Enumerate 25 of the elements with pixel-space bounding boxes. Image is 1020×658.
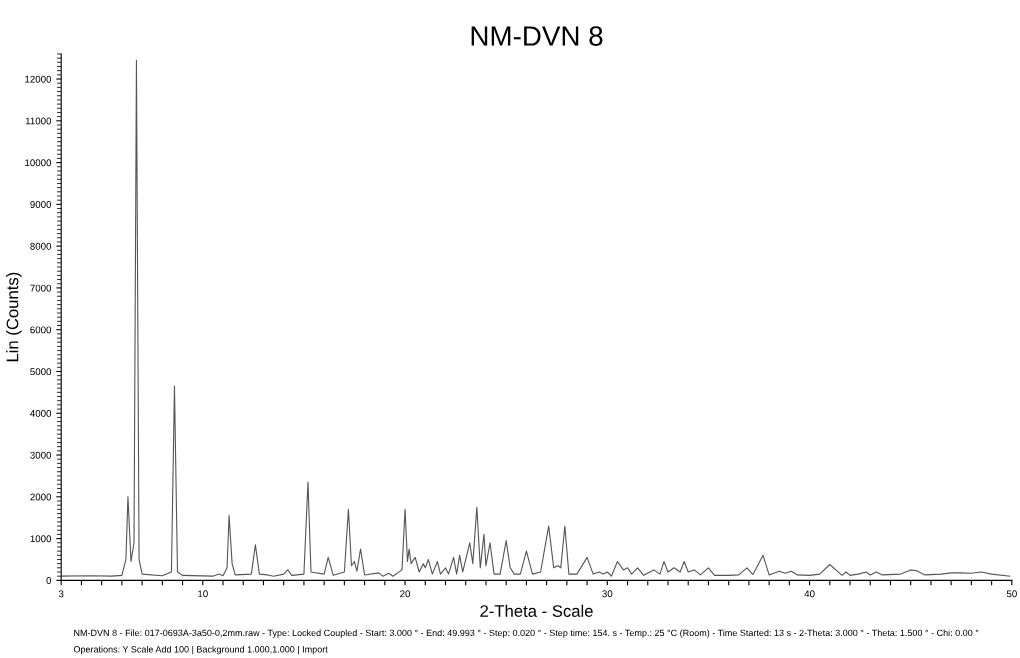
line-series: [61, 59, 1011, 577]
x-axis-title: 2-Theta - Scale: [480, 604, 593, 617]
x-tick-label: 10: [198, 590, 208, 598]
x-tick-label: 20: [400, 590, 411, 598]
y-tick-label: 5000: [30, 368, 52, 376]
y-tick-label: 11000: [25, 117, 52, 125]
y-tick-label: 3000: [30, 451, 52, 459]
y-tick-label: 6000: [30, 326, 52, 334]
text: Operations: Y Scale Add 100 | Background 1.000,1.000 | Import: [73, 645, 328, 655]
y-tick-label: 9000: [30, 201, 52, 208]
y-tick-label: 2000: [30, 493, 52, 501]
x-tick-label: 40: [804, 590, 815, 598]
x-tick-label: 3: [58, 590, 64, 598]
chart-title: NM-DVN 8: [471, 26, 603, 46]
y-tick-label: 0: [46, 577, 52, 584]
x-tick-label: 30: [602, 590, 613, 598]
x-tick-label: 50: [1006, 590, 1017, 598]
y-tick-label: 7000: [30, 284, 52, 292]
y-axis-title: Lin (Counts): [6, 272, 22, 362]
y-tick-label: 4000: [30, 409, 52, 417]
y-tick-label: 10000: [25, 159, 52, 167]
y-tick-label: 8000: [30, 242, 52, 250]
y-tick-label: 1000: [30, 535, 52, 543]
y-tick-label: 12000: [25, 75, 52, 83]
text: NM-DVN 8 - File: 017-0693A-3a50-0,2mm.raw - Type: Locked Coupled - Start: 3.000 ° - End: 49.993 ° - Step: 0.020 ° - Step time: 154. s - Temp.: 25 °C (Room) - Time Started: 13 s - 2-Theta: 3.000 ° - Theta: 1.500 ° - Chi: 0.00 °: [74, 629, 979, 638]
